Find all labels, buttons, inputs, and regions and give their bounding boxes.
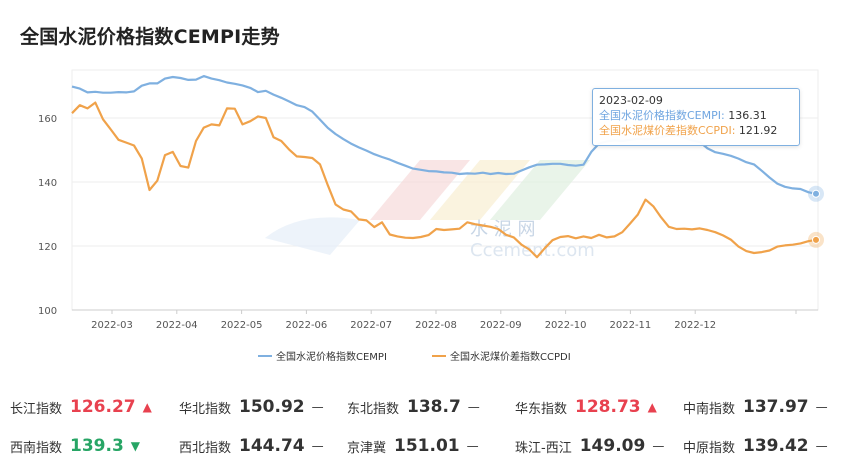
page-title: 全国水泥价格指数CEMPI走势 bbox=[20, 26, 280, 48]
series-line-ccpdi bbox=[71, 101, 817, 259]
region-index-name: 珠江-西江 bbox=[515, 440, 572, 456]
hover-point-ccpdi bbox=[812, 235, 820, 244]
region-index-name: 华东指数 bbox=[515, 401, 568, 417]
legend-swatch-ccpdi bbox=[432, 354, 446, 357]
x-tick-label: 2022-07 bbox=[350, 320, 392, 331]
watermark-text-cn: 水 泥 网 bbox=[470, 219, 535, 240]
tooltip-cempi-row: 全国水泥价格指数CEMPI: 136.31 bbox=[599, 108, 793, 123]
trend-flat-icon: — bbox=[815, 439, 828, 453]
region-index-value: 128.73 bbox=[575, 397, 641, 417]
x-tick-label: 2022-09 bbox=[480, 320, 522, 331]
trend-flat-icon: — bbox=[467, 400, 480, 414]
legend-item-cempi[interactable]: 全国水泥价格指数CEMPI bbox=[258, 348, 387, 363]
tooltip-date: 2023-02-09 bbox=[599, 94, 663, 107]
trend-flat-icon: — bbox=[652, 439, 665, 453]
legend-swatch-cempi bbox=[258, 354, 272, 357]
x-tick-label: 2022-08 bbox=[415, 320, 457, 331]
y-tick-label: 120 bbox=[38, 242, 57, 253]
trend-flat-icon: — bbox=[466, 439, 479, 453]
trend-up-icon: ▲ bbox=[142, 400, 152, 414]
trend-up-icon: ▲ bbox=[647, 400, 657, 414]
x-tick-label: 2022-05 bbox=[221, 320, 263, 331]
region-index-value: 150.92 bbox=[239, 397, 305, 417]
tooltip-ccpdi-label: 全国水泥煤价差指数CCPDI: bbox=[599, 124, 736, 137]
hover-point-cempi bbox=[812, 189, 820, 198]
watermark-logo: 水 泥 网 Ccement.com bbox=[265, 160, 595, 261]
regional-index-panel: 长江指数 126.27 ▲ 华北指数 150.92 — 东北指数 138.7 — 华东指数 128.… bbox=[0, 392, 844, 466]
trend-down-icon: ▼ bbox=[130, 439, 141, 453]
region-index-item[interactable]: 中原指数 139.42 — bbox=[683, 431, 828, 461]
tooltip-ccpdi-row: 全国水泥煤价差指数CCPDI: 121.92 bbox=[599, 123, 793, 138]
x-tick-label: 2022-06 bbox=[286, 320, 328, 331]
y-tick-label: 140 bbox=[38, 178, 57, 189]
legend-label-cempi: 全国水泥价格指数CEMPI bbox=[276, 352, 387, 363]
legend-label-ccpdi: 全国水泥煤价差指数CCPDI bbox=[450, 352, 571, 363]
region-index-item[interactable]: 珠江-西江 149.09 — bbox=[515, 431, 664, 461]
region-index-value: 137.97 bbox=[743, 397, 809, 417]
region-index-item[interactable]: 中南指数 137.97 — bbox=[683, 392, 828, 422]
tooltip-cempi-label: 全国水泥价格指数CEMPI: bbox=[599, 109, 725, 122]
x-tick-label: 2022-10 bbox=[545, 320, 587, 331]
region-index-name: 华北指数 bbox=[179, 401, 232, 417]
region-index-item[interactable]: 京津冀 151.01 — bbox=[347, 431, 479, 461]
hover-markers bbox=[808, 185, 824, 248]
region-index-name: 中南指数 bbox=[683, 401, 736, 417]
region-index-item[interactable]: 西北指数 144.74 — bbox=[179, 431, 324, 461]
region-index-value: 149.09 bbox=[579, 436, 646, 456]
trend-flat-icon: — bbox=[311, 400, 324, 414]
y-tick-label: 100 bbox=[38, 306, 57, 317]
tooltip-ccpdi-value: 121.92 bbox=[738, 124, 778, 137]
region-index-value: 138.7 bbox=[407, 397, 461, 417]
x-tick-label: 2022-03 bbox=[91, 320, 133, 331]
region-index-value: 139.42 bbox=[743, 436, 809, 456]
x-tick-label: 2022-12 bbox=[674, 320, 716, 331]
region-index-value: 151.01 bbox=[394, 436, 460, 456]
region-index-item[interactable]: 东北指数 138.7 — bbox=[347, 392, 480, 422]
trend-flat-icon: — bbox=[815, 400, 828, 414]
region-index-item[interactable]: 华北指数 150.92 — bbox=[179, 392, 324, 422]
region-index-value: 126.27 bbox=[70, 397, 136, 417]
x-tick-label: 2022-11 bbox=[610, 320, 652, 331]
y-tick-label: 160 bbox=[38, 114, 57, 125]
region-index-item[interactable]: 西南指数 139.3 ▼ bbox=[10, 431, 140, 461]
region-index-name: 中原指数 bbox=[683, 440, 736, 456]
tooltip-cempi-value: 136.31 bbox=[728, 109, 767, 122]
chart-legend: 全国水泥价格指数CEMPI 全国水泥煤价差指数CCPDI bbox=[0, 348, 844, 364]
region-index-name: 西南指数 bbox=[10, 440, 63, 456]
region-index-name: 东北指数 bbox=[347, 401, 400, 417]
region-index-value: 139.3 bbox=[70, 436, 124, 456]
region-index-name: 京津冀 bbox=[347, 440, 387, 456]
chart-tooltip: 2023-02-09 全国水泥价格指数CEMPI: 136.31 全国水泥煤价差… bbox=[592, 88, 800, 146]
x-tick-label: 2022-04 bbox=[156, 320, 198, 331]
legend-item-ccpdi[interactable]: 全国水泥煤价差指数CCPDI bbox=[432, 348, 571, 363]
region-index-value: 144.74 bbox=[239, 436, 305, 456]
watermark-text-en: Ccement.com bbox=[470, 240, 595, 261]
trend-flat-icon: — bbox=[311, 439, 324, 453]
region-index-name: 西北指数 bbox=[179, 440, 232, 456]
region-index-item[interactable]: 长江指数 126.27 ▲ bbox=[10, 392, 152, 422]
region-index-name: 长江指数 bbox=[10, 401, 63, 417]
region-index-item[interactable]: 华东指数 128.73 ▲ bbox=[515, 392, 657, 422]
